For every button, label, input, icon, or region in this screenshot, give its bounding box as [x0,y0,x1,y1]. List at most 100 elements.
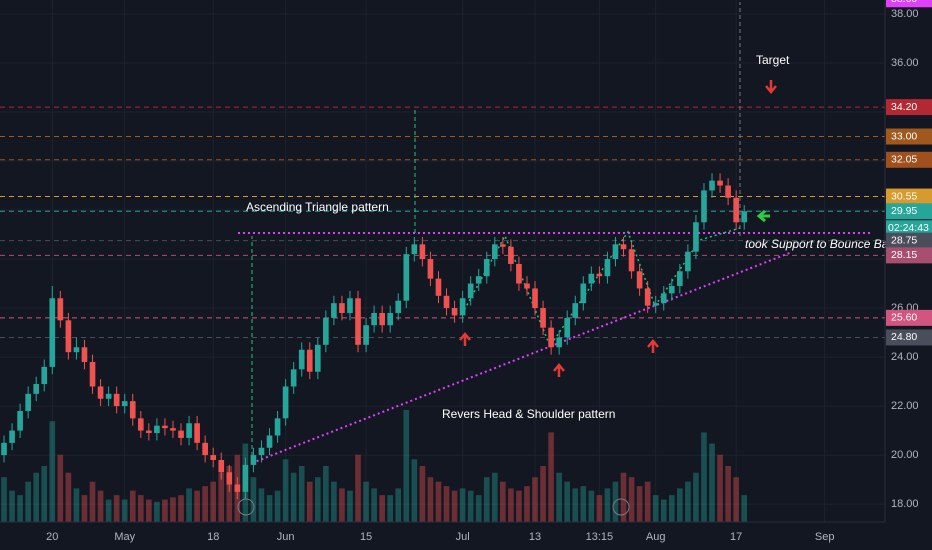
y-tick-label: 20.00 [891,449,919,461]
x-tick-label: 18 [207,531,219,543]
y-tick-label: 24.00 [891,351,919,363]
candle-body [298,349,305,370]
candle-body [89,361,96,387]
volume-bar [540,466,546,522]
volume-bar [596,495,603,522]
candle-layer [1,173,748,500]
candle-body [306,349,313,372]
volume-bar [186,488,192,522]
x-tick-label: 13 [529,531,541,543]
volume-bar [500,481,506,522]
price-label-box [886,151,932,168]
volume-bar [121,499,128,522]
candle-body [741,211,748,223]
candle-body [677,271,683,286]
volume-bar [65,472,72,522]
volume-bar [620,472,627,522]
volume-bar [644,481,651,522]
volume-bar [89,481,96,522]
annotation: Ascending Triangle pattern [246,200,389,214]
event-icon[interactable] [237,498,255,516]
volume-bar [49,421,56,522]
candle-body [347,298,353,313]
candle-body [701,190,707,223]
volume-bar [564,481,571,522]
x-tick-label: 17 [730,531,742,543]
volume-bar [443,486,450,522]
volume-bar [628,477,635,522]
volume-bar [435,481,442,522]
candle-body [395,300,402,313]
candle-body [266,435,273,448]
candle-body [411,244,418,255]
candle-body [524,283,530,289]
candle-body [733,197,739,223]
volume-bar [218,472,225,522]
candle-body [234,484,241,492]
price-label-box [886,309,932,326]
candle-body [451,308,458,316]
candle-body [355,298,361,345]
volume-bar [154,501,160,522]
candle-body [508,246,514,264]
volume-bar [660,499,667,522]
candle-body [137,418,144,431]
x-tick-label: Jul [456,531,470,543]
volume-bar [274,490,281,522]
candle-body [644,288,651,306]
event-icon[interactable] [612,498,630,516]
candle-body [282,386,289,419]
candle-body [467,283,474,299]
support-trendline [251,251,793,464]
price-label-box [886,247,932,264]
volume-bar [170,497,176,522]
candle-body [556,337,562,348]
volume-bar [81,495,88,522]
volume-bar [467,490,474,522]
price-label-box [886,0,932,8]
volume-bar [685,481,691,522]
candle-body [9,430,15,443]
volume-bar [9,490,15,522]
y-tick-label: 38.00 [891,8,919,20]
annotation: Target [756,53,790,67]
countdown: 02:24:43 [888,222,929,234]
price-label: 30.55 [891,190,917,202]
volume-bar [339,488,345,522]
candle-body [1,442,7,456]
volume-bar [298,466,305,522]
candle-body [170,428,176,431]
candle-body [435,278,442,296]
annotation: Revers Head & Shoulder pattern [442,407,615,421]
candle-body [314,344,321,372]
price-label-box [886,99,932,116]
candle-body [290,369,297,387]
candle-body [604,259,611,277]
candle-body [709,180,715,191]
volume-bar [387,495,394,522]
price-label-box [886,203,932,220]
x-tick-label: Sep [815,531,835,543]
candle-body [49,298,56,367]
x-tick-label: 13:15 [586,531,614,543]
candle-body [564,317,571,338]
candle-body [596,273,603,277]
volume-bar [331,481,337,522]
candle-body [17,410,23,431]
price-label-box [886,188,932,205]
volume-bar [733,477,739,522]
candle-body [57,298,64,321]
volume-bar [355,454,361,522]
candle-body [379,312,385,326]
candle-body [491,244,498,260]
candle-body [459,298,466,316]
volume-bar [379,495,385,522]
x-tick-label: 20 [46,531,58,543]
volume-bar [250,477,257,522]
volume-bar [580,486,587,522]
candle-body [540,308,546,328]
candle-body [717,180,723,186]
pattern-zigzag [461,227,741,348]
x-tick-label: May [114,531,135,543]
volume-bar [572,488,579,522]
